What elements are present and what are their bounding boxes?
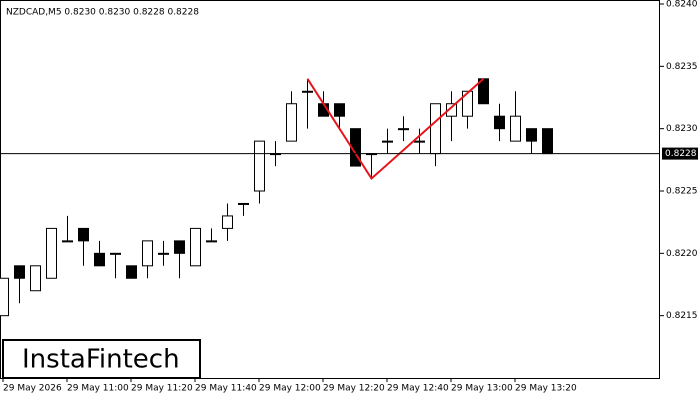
candle-body: [14, 265, 25, 279]
x-tick-label: 29 May 13:00: [451, 384, 513, 394]
y-tick-label: 0.8240: [666, 0, 698, 10]
candle-body: [174, 240, 185, 254]
x-tick-label: 29 May 2026: [3, 384, 62, 394]
last-price-label: 0.8228: [665, 149, 697, 159]
y-tick-label: 0.8235: [666, 62, 698, 72]
x-tick-label: 29 May 11:40: [195, 384, 257, 394]
pattern-line: [306, 78, 485, 181]
candle-body: [142, 240, 153, 267]
x-tick-label: 29 May 11:00: [67, 384, 129, 394]
candle-body: [46, 227, 57, 279]
candle-body: [302, 90, 313, 93]
x-tick-label: 29 May 12:20: [323, 384, 385, 394]
candle-body: [254, 140, 265, 192]
candle-body: [510, 115, 521, 142]
candle-body: [190, 227, 201, 267]
candle-body: [238, 202, 249, 205]
x-tick-label: 29 May 13:20: [515, 384, 577, 394]
candle-body: [126, 265, 137, 279]
candle-body: [334, 103, 345, 117]
candle-body: [110, 252, 121, 255]
x-tick-label: 29 May 11:20: [131, 384, 193, 394]
x-tick-label: 29 May 12:40: [387, 384, 449, 394]
chart-title: NZDCAD,M5 0.8230 0.8230 0.8228 0.8228: [6, 8, 199, 18]
x-tick-label: 29 May 12:00: [259, 384, 321, 394]
y-tick-label: 0.8215: [666, 311, 698, 321]
candle-body: [158, 252, 169, 255]
candle-body: [30, 265, 41, 292]
candle-body: [94, 252, 105, 267]
candle-body: [62, 240, 73, 243]
candle-body: [286, 103, 297, 142]
candle-body: [0, 277, 9, 317]
candle-body: [446, 103, 457, 117]
candle-body: [78, 227, 89, 242]
candle-body: [222, 215, 233, 229]
candle-body: [206, 240, 217, 243]
candle-body: [430, 103, 441, 155]
y-tick-label: 0.8220: [666, 249, 698, 259]
plot-frame: [0, 0, 660, 379]
logo-box: [2, 339, 201, 379]
candle-body: [462, 90, 473, 117]
candle-body: [494, 115, 505, 130]
candle-body: [382, 140, 393, 143]
candle-body: [398, 128, 409, 131]
candle-body: [526, 128, 537, 142]
candle-body: [414, 140, 425, 143]
y-tick-label: 0.8230: [666, 124, 698, 134]
logo: InstaFintech: [22, 345, 180, 375]
y-tick-label: 0.8225: [666, 187, 698, 197]
last-price-box: [662, 147, 698, 160]
candle-body: [542, 128, 553, 155]
